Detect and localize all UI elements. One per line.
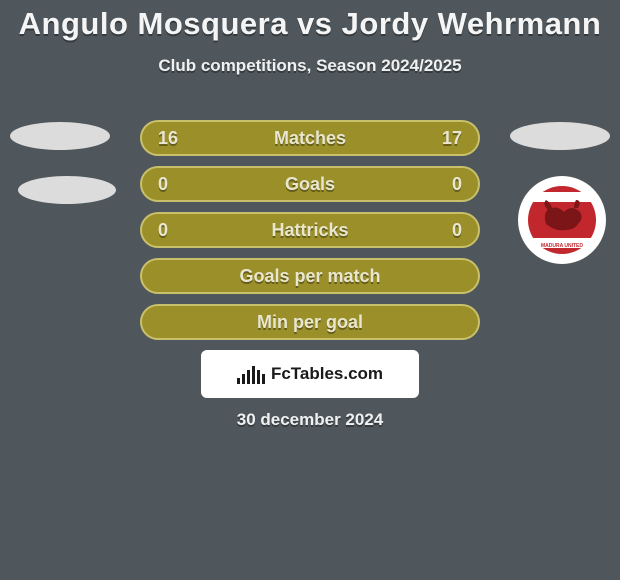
bar-gpm-label: Goals per match [239,266,380,287]
fctables-text: FcTables.com [271,364,383,384]
club-badge: MADURA UNITED [518,176,606,264]
bar-hattricks-left: 0 [158,220,168,241]
bar-matches-right: 17 [442,128,462,149]
bar-matches: 16 Matches 17 [140,120,480,156]
player-left-ellipse-1 [10,122,110,150]
bar-goals-left: 0 [158,174,168,195]
badge-label: MADURA UNITED [541,243,583,249]
stat-bars: 16 Matches 17 0 Goals 0 0 Hattricks 0 Go… [140,120,480,350]
bar-mpg-label: Min per goal [257,312,363,333]
bar-matches-left: 16 [158,128,178,149]
bar-goals-label: Goals [285,174,335,195]
subtitle: Club competitions, Season 2024/2025 [0,56,620,76]
bar-goals: 0 Goals 0 [140,166,480,202]
badge-top-band [528,192,596,202]
bar-hattricks-label: Hattricks [271,220,348,241]
bar-hattricks-right: 0 [452,220,462,241]
page-title: Angulo Mosquera vs Jordy Wehrmann [0,0,620,42]
bull-icon: MADURA UNITED [528,186,596,254]
bar-gpm: Goals per match [140,258,480,294]
bars-icon [237,364,265,384]
footer-date: 30 december 2024 [0,410,620,430]
bar-mpg: Min per goal [140,304,480,340]
club-badge-inner: MADURA UNITED [528,186,596,254]
bar-matches-label: Matches [274,128,346,149]
player-right-ellipse-1 [510,122,610,150]
fctables-logo: FcTables.com [201,350,419,398]
player-left-ellipse-2 [18,176,116,204]
bar-goals-right: 0 [452,174,462,195]
bar-hattricks: 0 Hattricks 0 [140,212,480,248]
